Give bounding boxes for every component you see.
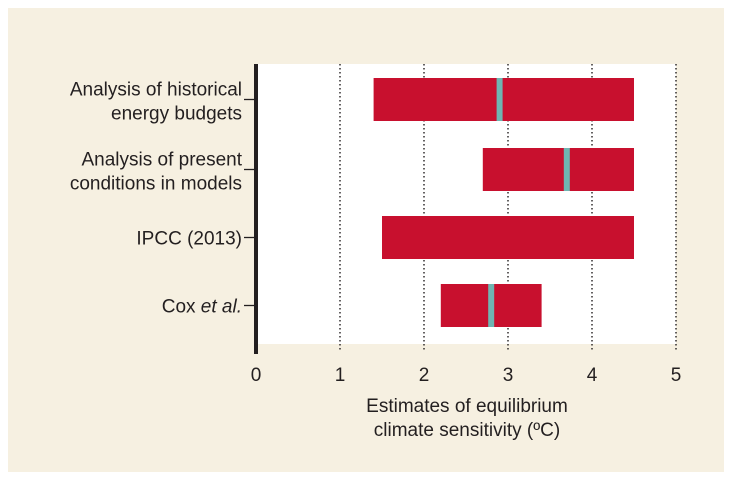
x-tick-label: 2 (419, 365, 430, 386)
range-bar (373, 78, 634, 121)
best-estimate-marker (488, 284, 495, 327)
category-label: Cox et al. (162, 297, 242, 318)
best-estimate-marker (563, 148, 570, 191)
category-labels: Analysis of historical energy budgets Anal… (70, 80, 243, 318)
best-estimate-marker (496, 78, 503, 121)
category-label: Analysis of present conditions in models (70, 150, 243, 195)
x-tick-label: 1 (335, 365, 346, 386)
x-axis-title-line: Estimates of equilibrium (366, 396, 568, 417)
x-axis-title: Estimates of equilibrium climate sensitiv… (366, 396, 568, 441)
x-tick-label: 4 (587, 365, 598, 386)
axes (244, 64, 258, 354)
x-tick-label: 3 (503, 365, 514, 386)
x-tick-label: 5 (671, 365, 682, 386)
range-bar (382, 216, 634, 259)
x-axis-title-line: climate sensitivity (ºC) (374, 420, 560, 441)
climate-sensitivity-chart: Analysis of historical energy budgets Anal… (8, 8, 724, 472)
x-tick-label: 0 (251, 365, 262, 386)
category-label: IPCC (2013) (136, 229, 242, 250)
range-bar (482, 148, 634, 191)
bars (373, 78, 634, 327)
figure-panel: Analysis of historical energy budgets Anal… (8, 8, 724, 472)
category-label: Analysis of historical energy budgets (70, 80, 242, 125)
x-tick-labels: 0 1 2 3 4 5 (251, 365, 682, 386)
